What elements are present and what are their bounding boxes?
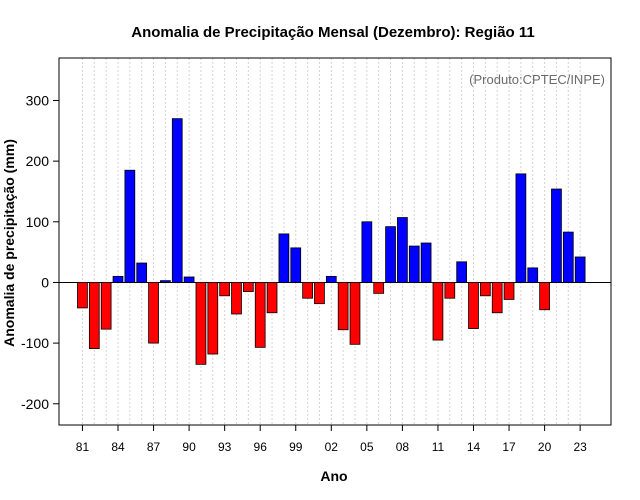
bar-1994 [231,282,242,315]
y-tick-label: 0 [41,274,49,290]
bar-1995 [242,282,254,292]
chart-title: Anomalia de Precipitação Mensal (Dezembr… [131,24,534,41]
x-tick-label: 05 [360,440,374,454]
bar-2021 [551,188,562,283]
x-tick-label: 23 [573,440,587,454]
bar-1989 [171,118,183,283]
bar-2023 [574,256,586,283]
y-tick-label: 300 [26,92,50,108]
y-tick-label: -200 [21,396,49,412]
plot-frame [58,57,612,426]
x-tick-label: 17 [502,440,516,454]
x-axis-label: Ano [320,468,347,484]
bar-2022 [562,231,574,283]
bars [77,118,586,365]
x-tick-label: 93 [218,440,232,454]
bar-1991 [195,282,207,365]
x-tick-label: 08 [396,440,410,454]
bar-2001 [314,282,325,305]
bar-1996 [254,282,266,348]
bar-1986 [136,262,148,283]
x-tick-label: 99 [289,440,303,454]
bar-1988 [160,280,171,283]
bar-2006 [373,282,385,294]
bar-2010 [420,242,432,283]
bar-2020 [539,282,550,311]
x-tick-label: 87 [147,440,161,454]
x-tick-label: 02 [325,440,339,454]
bar-2011 [432,282,444,341]
y-tick-label: 100 [26,214,50,230]
bar-2009 [408,245,420,283]
y-tick-label: -100 [21,335,49,351]
x-tick-label: 96 [254,440,268,454]
bar-2004 [349,282,361,345]
x-tick-label: 90 [182,440,196,454]
bar-1985 [124,169,136,283]
credit-label: (Produto:CPTEC/INPE) [469,72,605,87]
y-tick-label: 200 [26,153,50,169]
bar-2002 [325,275,337,283]
y-axis: -200 -100 0 100 200 300 [21,92,59,412]
bar-1997 [266,282,278,314]
bar-2019 [527,267,539,283]
bar-1998 [278,233,290,283]
bar-1984 [112,275,124,283]
x-tick-label: 81 [76,440,90,454]
x-axis: 81 84 87 90 93 96 99 02 05 08 11 14 17 20 23 [76,425,587,454]
bar-2015 [479,282,491,297]
bar-1992 [207,282,219,355]
bar-2018 [515,173,527,283]
bar-1987 [148,282,159,344]
bar-1999 [290,247,302,283]
bar-2005 [361,221,373,283]
x-tick-label: 20 [538,440,552,454]
grid [81,58,581,425]
bar-1993 [219,282,230,297]
bar-2014 [468,282,479,329]
y-axis-label: Anomalia de precipitação (mm) [1,139,17,347]
bar-2008 [397,217,408,283]
bar-2003 [337,282,349,331]
x-tick-label: 84 [111,440,125,454]
x-tick-label: 14 [467,440,481,454]
bar-1990 [183,276,195,283]
bar-2013 [456,261,468,283]
bar-2007 [385,226,396,283]
bar-2012 [444,282,456,299]
bar-2017 [503,282,515,300]
x-tick-label: 11 [432,440,445,454]
bar-1982 [88,282,100,349]
bar-2016 [491,282,503,314]
bar-2000 [302,282,313,299]
bar-1981 [77,282,88,309]
bar-1983 [100,282,112,330]
